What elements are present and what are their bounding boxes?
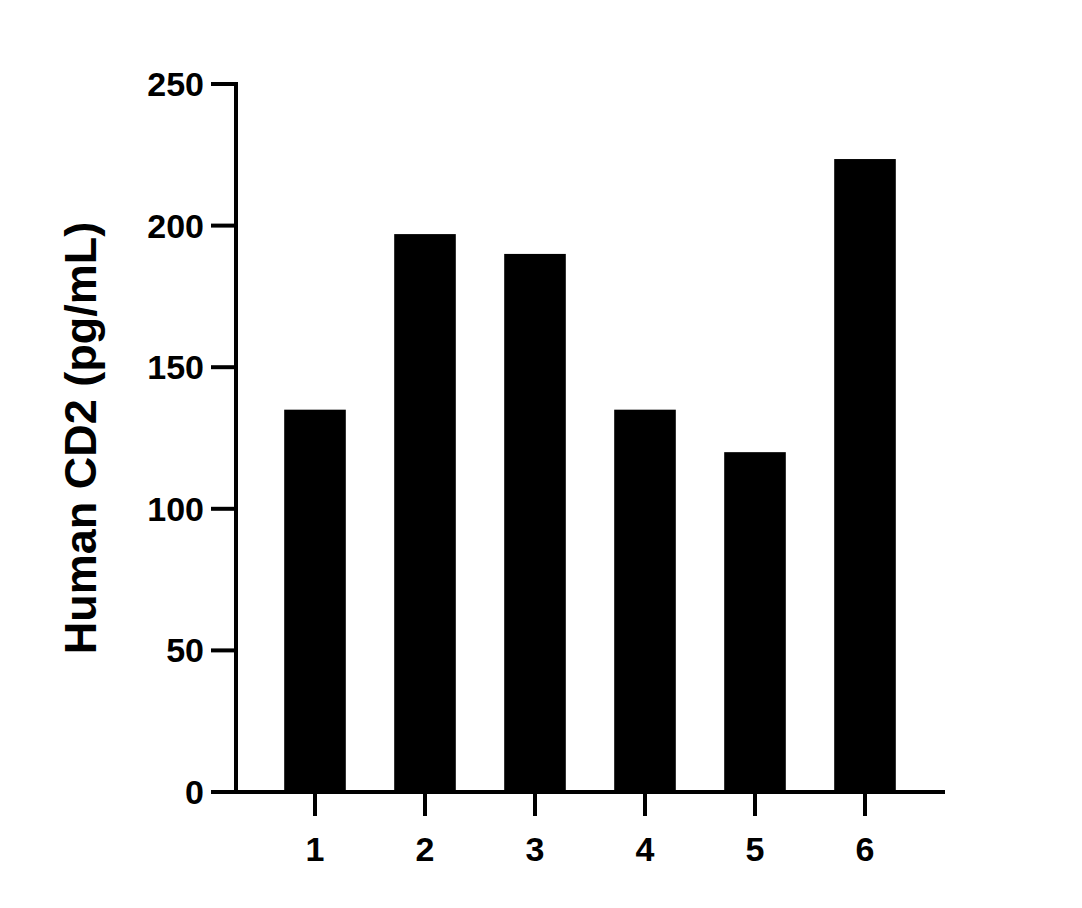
y-axis-line	[234, 82, 238, 794]
y-tick	[211, 507, 236, 511]
bars	[284, 159, 896, 792]
bar	[834, 159, 896, 792]
x-tick-label: 4	[636, 830, 655, 868]
x-tick-label: 1	[306, 830, 325, 868]
x-tick	[863, 792, 867, 816]
y-tick-label: 0	[185, 773, 204, 811]
chart: 0 50 100 150 200 250 1 2 3 4 5 6 Human CD2 (pg/mL)	[0, 0, 1082, 908]
y-tick-label: 50	[166, 631, 204, 669]
x-tick	[423, 792, 427, 816]
y-tick	[211, 224, 236, 228]
x-tick-label: 6	[856, 830, 875, 868]
y-tick	[211, 82, 236, 86]
y-axis-title: Human CD2 (pg/mL)	[55, 222, 106, 655]
bar	[724, 452, 786, 792]
y-tick-label: 250	[147, 65, 204, 103]
y-tick	[211, 365, 236, 369]
y-tick-label: 100	[147, 490, 204, 528]
x-tick-label: 5	[746, 830, 765, 868]
bar	[394, 234, 456, 792]
bar	[504, 254, 566, 792]
x-tick	[533, 792, 537, 816]
y-tick-label: 150	[147, 348, 204, 386]
x-tick-label: 3	[526, 830, 545, 868]
x-tick-label: 2	[416, 830, 435, 868]
x-tick	[753, 792, 757, 816]
x-tick	[643, 792, 647, 816]
x-tick	[313, 792, 317, 816]
bar	[614, 410, 676, 792]
x-axis-line	[234, 790, 945, 794]
bar	[284, 410, 346, 792]
y-tick-label: 200	[147, 207, 204, 245]
y-tick	[211, 648, 236, 652]
y-tick	[211, 790, 236, 794]
